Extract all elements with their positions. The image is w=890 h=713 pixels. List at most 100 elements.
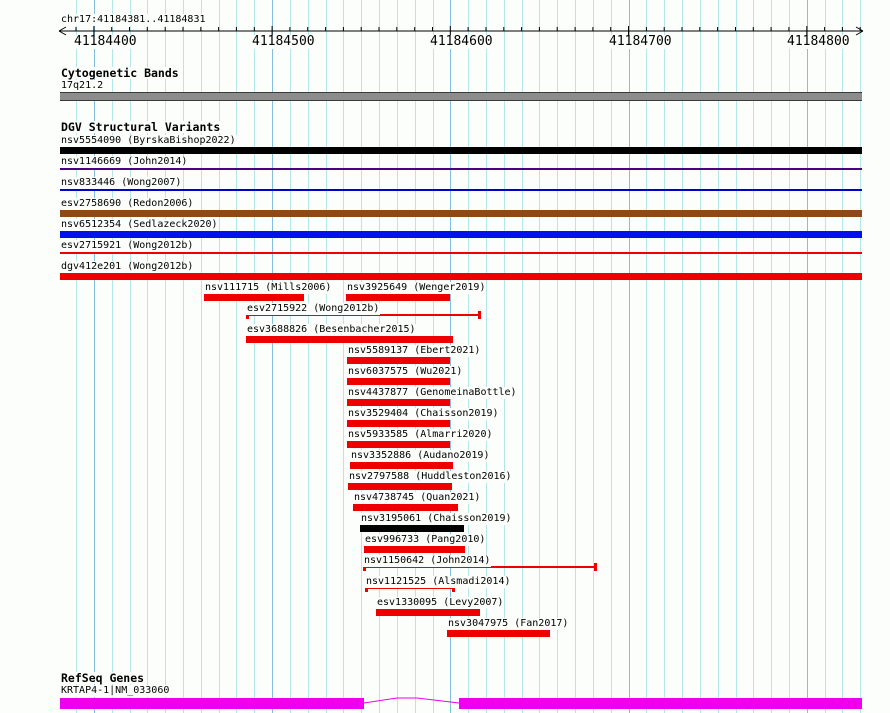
- variant-bar[interactable]: [364, 546, 465, 553]
- variant-range-endcap-left: [246, 311, 249, 319]
- variant-bar[interactable]: [353, 504, 458, 511]
- refseq-gene-label: KRTAP4-1|NM_033060: [60, 685, 171, 697]
- grid-line-minor: [771, 0, 773, 713]
- variant-bar[interactable]: [246, 336, 453, 343]
- variant-range-endcap-left: [363, 563, 366, 571]
- variant-label: nsv3529404 (Chaisson2019): [347, 408, 500, 420]
- variant-bar[interactable]: [347, 420, 450, 427]
- variant-label: nsv1150642 (John2014): [363, 555, 492, 567]
- grid-line-major: [628, 0, 630, 713]
- grid-line-minor: [521, 0, 523, 713]
- variant-label: nsv1121525 (Alsmadi2014): [365, 576, 512, 588]
- grid-line-minor: [343, 0, 345, 713]
- variant-label: nsv5933585 (Almarri2020): [347, 429, 494, 441]
- refseq-exon[interactable]: [459, 698, 862, 709]
- variant-label: nsv3195061 (Chaisson2019): [360, 513, 513, 525]
- variant-bar[interactable]: [376, 609, 480, 616]
- refseq-genes-header: RefSeq Genes: [60, 671, 146, 685]
- grid-line-minor: [76, 0, 77, 713]
- variant-bar[interactable]: [347, 399, 450, 406]
- dgv-structural-variants-header: DGV Structural Variants: [60, 120, 222, 134]
- grid-line-minor: [503, 0, 505, 713]
- refseq-exon[interactable]: [60, 698, 364, 709]
- variant-bar[interactable]: [347, 441, 450, 448]
- variant-line[interactable]: [60, 168, 862, 170]
- variant-label: nsv111715 (Mills2006): [204, 282, 333, 294]
- variant-bar[interactable]: [346, 294, 450, 301]
- grid-line-minor: [788, 0, 790, 713]
- grid-line-minor: [610, 0, 612, 713]
- variant-label: esv2715922 (Wong2012b): [246, 303, 381, 315]
- variant-bar[interactable]: [360, 525, 464, 532]
- region-coordinates-label: chr17:41184381..41184831: [60, 14, 207, 26]
- grid-line-minor: [539, 0, 541, 713]
- grid-line-minor: [111, 0, 113, 713]
- variant-bar[interactable]: [348, 483, 452, 490]
- variant-label: esv996733 (Pang2010): [364, 534, 487, 546]
- grid-line-minor: [325, 0, 327, 713]
- variant-bar[interactable]: [347, 378, 450, 385]
- variant-label: nsv833446 (Wong2007): [60, 177, 183, 189]
- variant-range-endcap-right: [452, 584, 455, 592]
- grid-line-major: [806, 0, 808, 713]
- grid-line-minor: [183, 0, 184, 713]
- grid-line-minor: [557, 0, 559, 713]
- grid-line-minor: [753, 0, 755, 713]
- variant-range-line[interactable]: [365, 587, 455, 589]
- variant-bar[interactable]: [60, 147, 862, 154]
- variant-line[interactable]: [60, 189, 862, 191]
- variant-label: esv2758690 (Redon2006): [60, 198, 195, 210]
- variant-bar[interactable]: [60, 231, 862, 238]
- ruler-tick-label: 41184400: [73, 34, 138, 49]
- cytoband-bar[interactable]: [60, 92, 862, 101]
- variant-label: esv2715921 (Wong2012b): [60, 240, 195, 252]
- variant-label: nsv3352886 (Audano2019): [350, 450, 491, 462]
- grid-line-minor: [842, 0, 844, 713]
- grid-line-minor: [218, 0, 220, 713]
- variant-line[interactable]: [60, 252, 862, 254]
- variant-label: nsv1146669 (John2014): [60, 156, 189, 168]
- variant-label: dgv412e201 (Wong2012b): [60, 261, 195, 273]
- coordinate-ruler: [58, 26, 864, 36]
- variant-label: nsv5554090 (ByrskaBishop2022): [60, 135, 237, 147]
- variant-bar[interactable]: [347, 357, 450, 364]
- grid-line-minor: [129, 0, 131, 713]
- cytoband-label: 17q21.2: [60, 80, 105, 92]
- ruler-tick-label: 41184700: [608, 34, 673, 49]
- grid-line-minor: [860, 0, 862, 713]
- grid-line-minor: [646, 0, 648, 713]
- grid-line-minor: [254, 0, 256, 713]
- variant-range-line[interactable]: [246, 314, 481, 316]
- variant-bar[interactable]: [447, 630, 550, 637]
- variant-bar[interactable]: [204, 294, 304, 301]
- grid-line-minor: [735, 0, 737, 713]
- variant-label: nsv6037575 (Wu2021): [347, 366, 464, 378]
- variant-bar[interactable]: [350, 462, 453, 469]
- variant-label: esv3688826 (Besenbacher2015): [246, 324, 417, 336]
- grid-line-minor: [682, 0, 683, 713]
- grid-line-minor: [699, 0, 701, 713]
- grid-line-minor: [289, 0, 291, 713]
- variant-label: nsv5589137 (Ebert2021): [347, 345, 482, 357]
- grid-line-major: [272, 0, 274, 713]
- ruler-tick-label: 41184600: [429, 34, 494, 49]
- grid-line-minor: [824, 0, 826, 713]
- grid-line-minor: [664, 0, 666, 713]
- grid-line-minor: [165, 0, 167, 713]
- grid-line-minor: [236, 0, 238, 713]
- grid-line-minor: [592, 0, 594, 713]
- variant-range-endcap-right: [478, 311, 481, 319]
- variant-bar[interactable]: [60, 273, 862, 280]
- grid-line-minor: [147, 0, 149, 713]
- grid-line-major: [93, 0, 95, 713]
- cytogenetic-bands-header: Cytogenetic Bands: [60, 66, 180, 80]
- grid-line-minor: [486, 0, 487, 713]
- variant-range-line[interactable]: [363, 566, 597, 568]
- variant-label: nsv4738745 (Quan2021): [353, 492, 482, 504]
- variant-bar[interactable]: [60, 210, 862, 217]
- grid-line-minor: [717, 0, 719, 713]
- grid-line-minor: [307, 0, 309, 713]
- variant-range-endcap-right: [594, 563, 597, 571]
